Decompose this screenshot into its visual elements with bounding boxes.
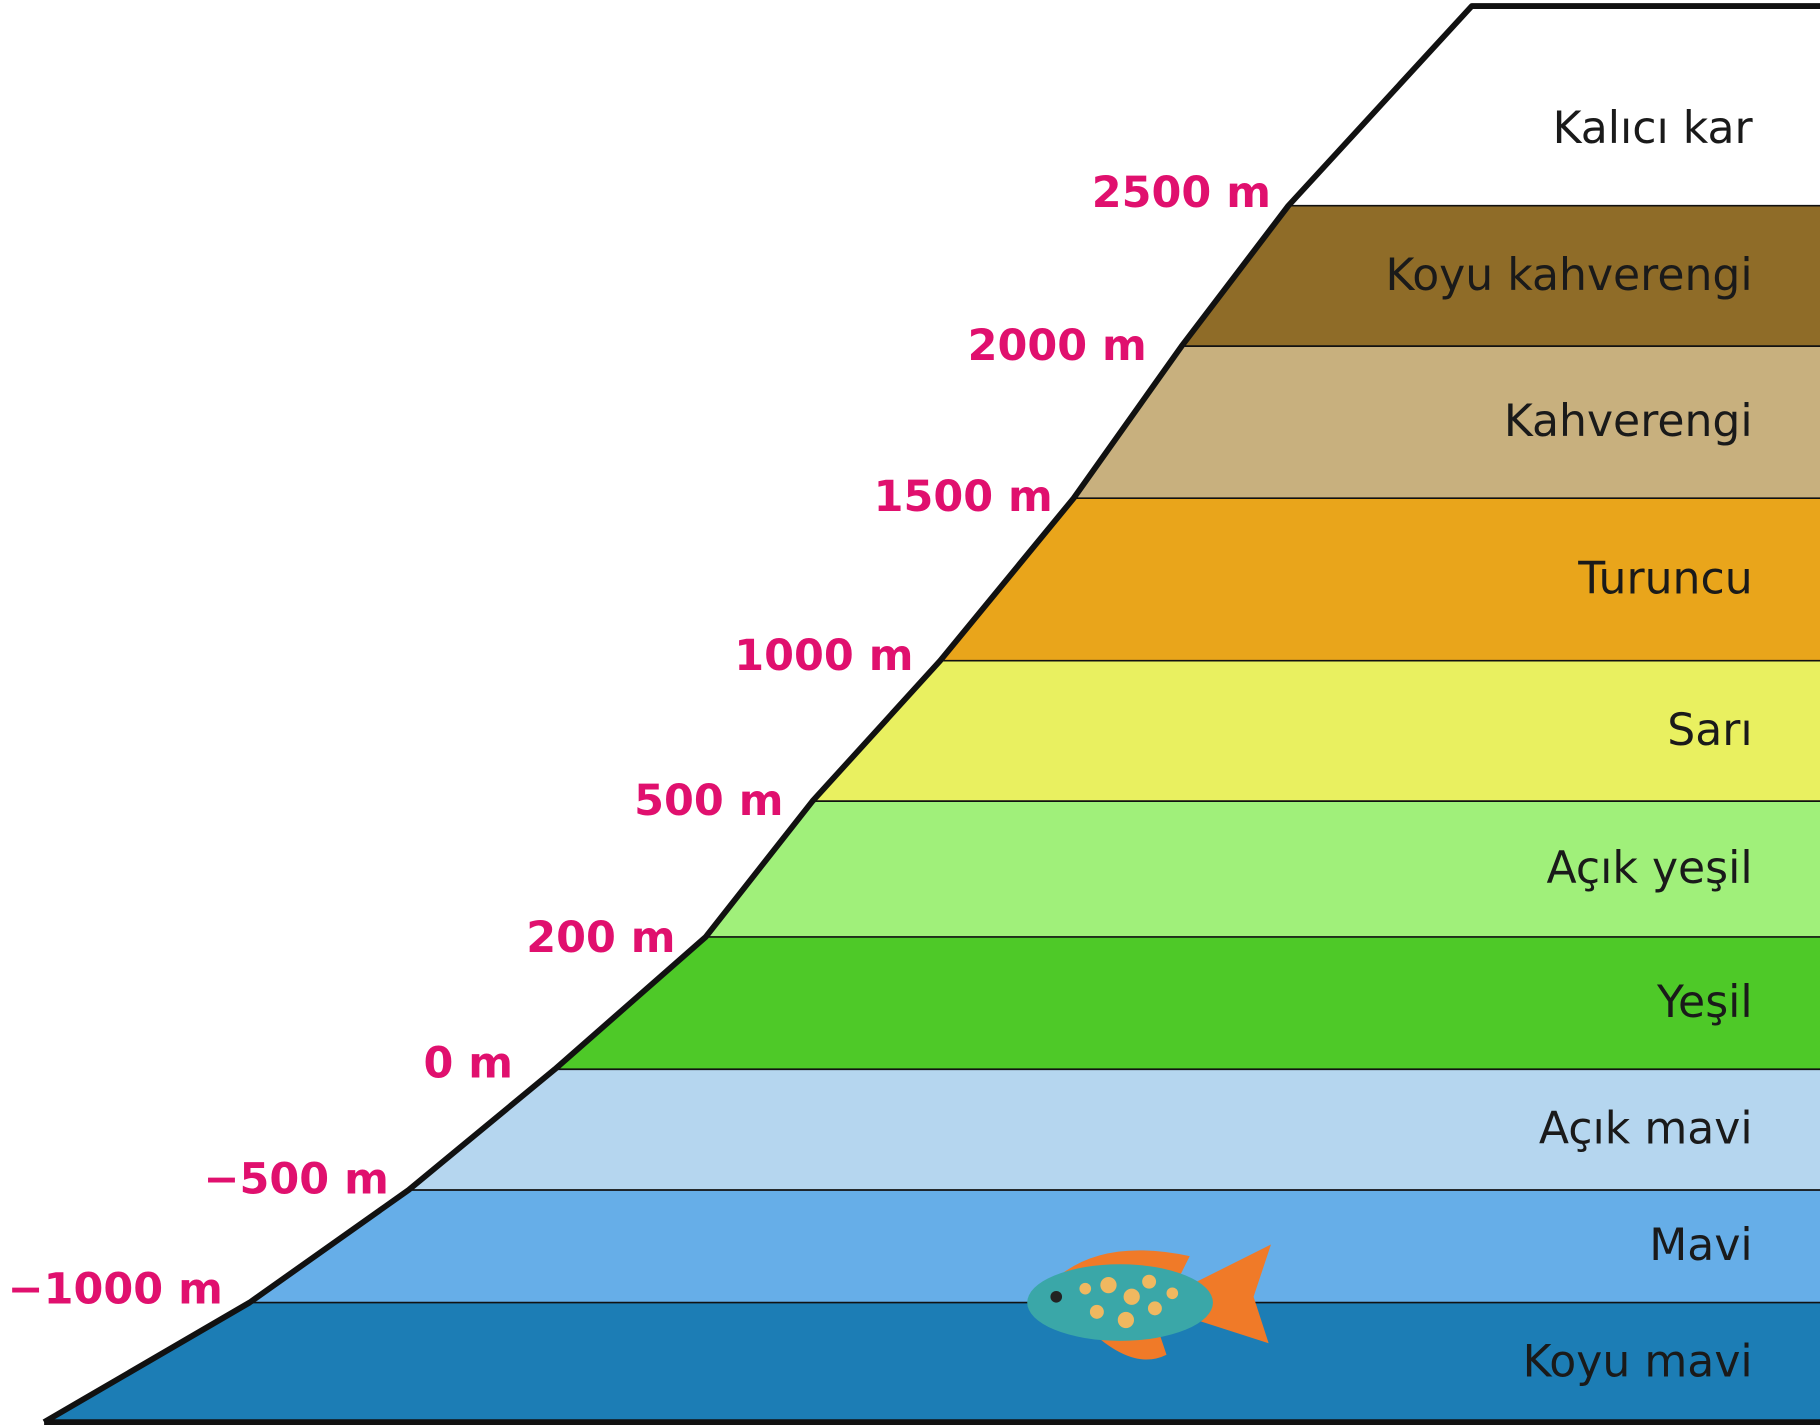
layer-label: Koyu kahverengi (1385, 250, 1752, 301)
layer-label: Kahverengi (1504, 396, 1753, 447)
layer-band (555, 937, 1820, 1069)
elevation-label: 2500 m (1092, 168, 1271, 218)
elevation-label: 2000 m (968, 321, 1147, 371)
elevation-label: 1500 m (874, 472, 1053, 522)
elevation-label: 1000 m (734, 631, 913, 681)
layer-label: Açık yeşil (1547, 843, 1753, 894)
elevation-label: 200 m (526, 913, 675, 963)
diagram: Kalıcı kar Koyu kahverengi Kahverengi Turun… (0, 0, 1820, 1427)
layer-band (250, 1190, 1820, 1303)
elevation-label: 0 m (423, 1038, 513, 1088)
layer-label: Turuncu (1577, 553, 1752, 604)
layer-label: Yeşil (1656, 977, 1753, 1028)
layer-label: Kalıcı kar (1553, 103, 1754, 154)
elevation-label: −1000 m (8, 1265, 223, 1315)
page: {"layers": [ {"name": "Kalıcı kar", "col… (0, 0, 1820, 1427)
layer-label: Açık mavi (1539, 1104, 1753, 1155)
layer-label: Koyu mavi (1523, 1336, 1753, 1387)
layer-label: Sarı (1667, 705, 1752, 756)
elevation-label: 500 m (634, 776, 783, 826)
elevation-label: −500 m (204, 1154, 389, 1204)
layer-label: Mavi (1649, 1220, 1752, 1271)
